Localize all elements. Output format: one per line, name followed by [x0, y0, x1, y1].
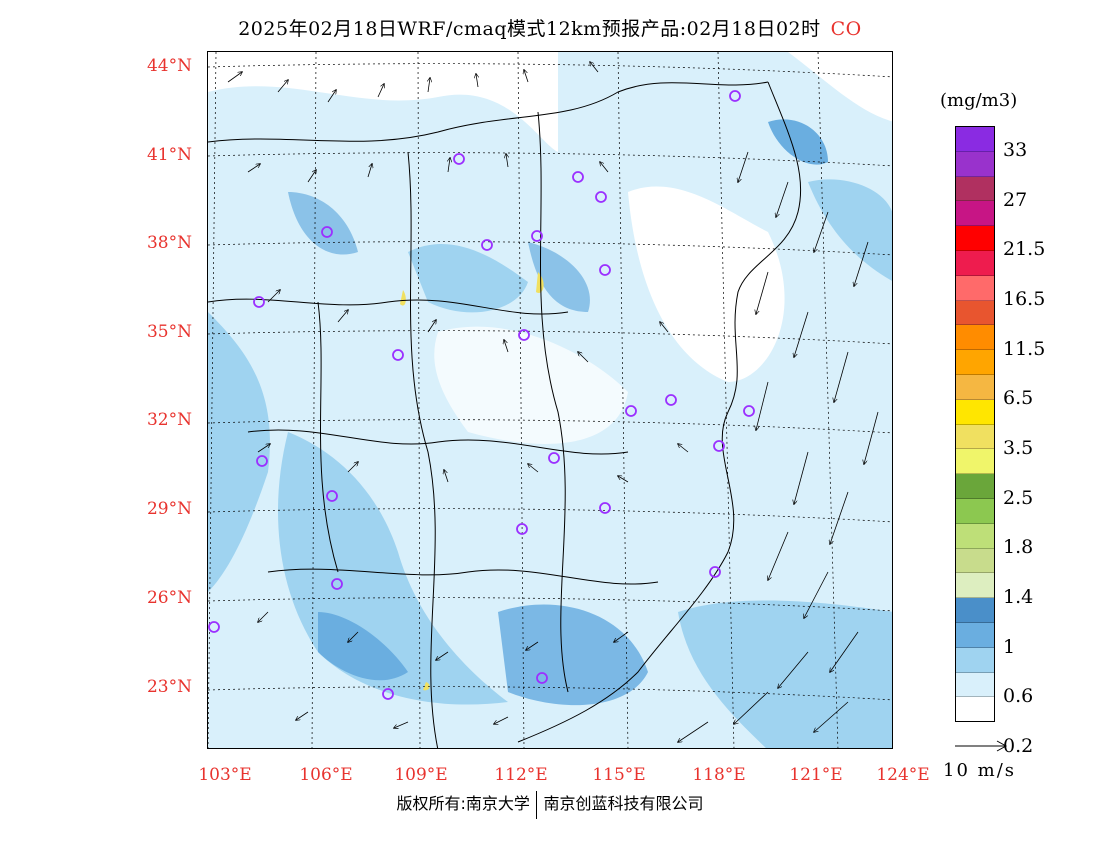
legend-tick-label: 27	[1003, 188, 1028, 211]
legend-swatch	[956, 449, 994, 475]
legend-tick-label: 0.2	[1003, 734, 1034, 757]
map-canvas	[208, 52, 892, 748]
legend-swatch	[956, 548, 994, 574]
legend-tick-label: 1	[1003, 635, 1016, 658]
legend-swatch	[956, 176, 994, 202]
lat-label-38: 38°N	[146, 233, 192, 253]
legend-swatch	[956, 474, 994, 499]
boundary-lines	[208, 81, 802, 748]
reference-wind-label: 10 m/s	[943, 760, 1016, 781]
legend-tick-label: 6.5	[1003, 387, 1034, 410]
legend-swatch	[956, 350, 994, 375]
reference-wind-arrow	[955, 740, 1008, 752]
legend-swatch	[956, 325, 994, 351]
color-scale-bar	[955, 126, 995, 722]
legend-tick-label: 0.6	[1003, 685, 1034, 708]
legend-tick-label: 2.5	[1003, 486, 1034, 509]
title-text: 2025年02月18日WRF/cmaq模式12km预报产品:02月18日02时	[238, 18, 821, 40]
legend-tick-label: 33	[1003, 138, 1028, 161]
legend-tick-label: 1.4	[1003, 585, 1034, 608]
pollutant-label: CO	[830, 18, 862, 40]
copyright-company: 南京创蓝科技有限公司	[543, 794, 704, 813]
legend-swatch	[956, 201, 994, 227]
copyright-owner: 版权所有:南京大学	[396, 794, 530, 813]
legend-swatch	[956, 424, 994, 450]
lon-label-112: 112°E	[494, 765, 548, 785]
legend-tick-label: 3.5	[1003, 436, 1034, 459]
lat-label-23: 23°N	[146, 677, 192, 697]
legend-swatch	[956, 598, 994, 623]
legend-swatch	[956, 374, 994, 400]
legend-swatch	[956, 647, 994, 673]
lon-label-103: 103°E	[198, 765, 252, 785]
legend-tick-label: 1.8	[1003, 536, 1034, 559]
legend-swatch	[956, 523, 994, 549]
lat-label-41: 41°N	[146, 145, 192, 165]
lat-label-26: 26°N	[146, 588, 192, 608]
lon-label-109: 109°E	[394, 765, 448, 785]
legend-swatch	[956, 622, 994, 648]
legend-swatch	[956, 300, 994, 326]
lon-label-118: 118°E	[692, 765, 746, 785]
lat-label-29: 29°N	[146, 499, 192, 519]
lon-label-115: 115°E	[592, 765, 646, 785]
legend-swatch	[956, 697, 994, 722]
lon-label-121: 121°E	[789, 765, 843, 785]
legend-swatch	[956, 275, 994, 301]
legend-tick-label: 11.5	[1003, 337, 1046, 360]
legend-swatch	[956, 399, 994, 425]
legend-tick-label: 21.5	[1003, 238, 1046, 261]
legend-swatch	[956, 672, 994, 698]
lat-label-35: 35°N	[146, 322, 192, 342]
copyright-footer: 版权所有:南京大学 南京创蓝科技有限公司	[0, 790, 1100, 819]
legend-swatch	[956, 151, 994, 177]
lat-label-44: 44°N	[146, 56, 192, 76]
legend-swatch	[956, 226, 994, 251]
lat-label-32: 32°N	[146, 410, 192, 430]
legend-unit: (mg/m3)	[940, 90, 1018, 111]
legend-tick-label: 16.5	[1003, 287, 1046, 310]
chart-title: 2025年02月18日WRF/cmaq模式12km预报产品:02月18日02时 C…	[0, 14, 1100, 41]
lon-label-124: 124°E	[876, 765, 930, 785]
lon-label-106: 106°E	[299, 765, 353, 785]
concentration-map	[207, 51, 893, 749]
legend-swatch	[956, 498, 994, 524]
copyright-separator	[535, 790, 538, 819]
legend-swatch	[956, 127, 994, 152]
legend-swatch	[956, 250, 994, 276]
legend-swatch	[956, 573, 994, 599]
monitoring-sites	[208, 90, 755, 700]
wind-vectors	[227, 62, 879, 742]
